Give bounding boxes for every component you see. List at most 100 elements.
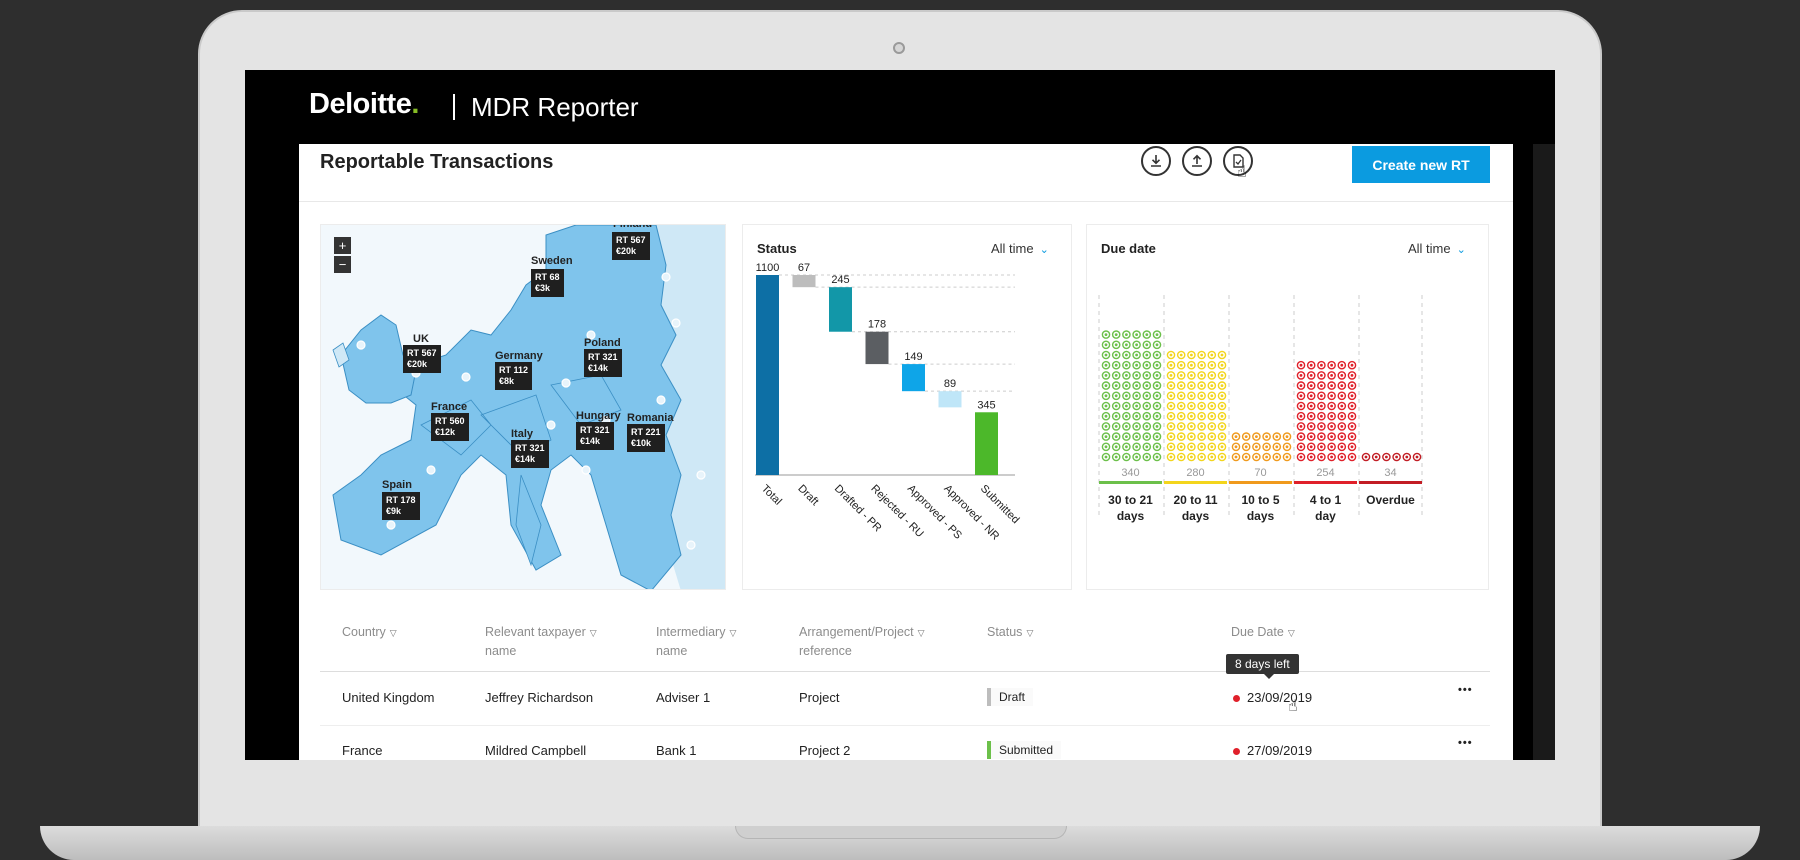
due-dot <box>1166 422 1176 431</box>
status-bar-4[interactable] <box>902 364 925 392</box>
status-bar-3[interactable] <box>865 331 889 365</box>
due-dot <box>1296 401 1306 411</box>
due-dot-core <box>1330 374 1333 377</box>
column-header-2[interactable]: Intermediary ▽ name <box>656 623 736 660</box>
due-dot-core <box>1200 353 1203 357</box>
cell-intermediary: Bank 1 <box>656 743 697 758</box>
map-rt-badge-uk[interactable]: RT 567 €20k <box>403 345 441 373</box>
due-dot <box>1176 422 1186 431</box>
map-rt-badge-italy[interactable]: RT 321 €14k <box>511 440 549 468</box>
due-dot <box>1296 452 1306 462</box>
filter-icon[interactable]: ▽ <box>729 628 737 638</box>
map-rt-badge-sweden[interactable]: RT 68 €3k <box>531 269 564 297</box>
due-category-bar-1[interactable] <box>1164 481 1227 484</box>
due-dot <box>1122 401 1131 411</box>
due-dot <box>1132 432 1141 441</box>
due-dot-core <box>1104 414 1108 418</box>
due-dot <box>1166 442 1176 452</box>
due-dot-core <box>1309 404 1313 408</box>
map-rt-badge-poland[interactable]: RT 321 €14k <box>584 349 622 377</box>
status-bar-1[interactable] <box>792 275 816 288</box>
europe-map[interactable] <box>321 225 726 590</box>
map-rt-badge-spain[interactable]: RT 178 €9k <box>382 492 420 520</box>
zoom-out-button[interactable]: − <box>334 256 351 273</box>
due-category-bar-0[interactable] <box>1099 481 1162 484</box>
due-dot <box>1207 442 1217 452</box>
due-dot-core <box>1255 455 1258 459</box>
zoom-in-button[interactable]: + <box>334 237 351 254</box>
due-dot-core <box>1179 445 1183 449</box>
due-date-time-filter[interactable]: All time ⌄ <box>1408 241 1466 256</box>
map-rt-badge-germany[interactable]: RT 112 €8k <box>495 362 533 390</box>
due-dot <box>1197 350 1206 360</box>
row-more-menu-button[interactable]: ••• <box>1458 684 1473 696</box>
export-report-button[interactable] <box>1223 146 1253 176</box>
upload-button[interactable] <box>1182 146 1212 176</box>
due-category-bar-2[interactable] <box>1229 481 1292 484</box>
europe-map-card[interactable]: + − UK RT 567 €20k Sweden RT 68 €3k Finland RT … <box>320 224 726 590</box>
filter-icon[interactable]: ▽ <box>389 628 397 638</box>
due-dot-core <box>1104 333 1108 336</box>
cell-due-date[interactable]: 23/09/2019 <box>1247 690 1313 705</box>
due-dot <box>1296 422 1306 431</box>
due-dot-core <box>1155 343 1159 347</box>
due-dot-core <box>1350 394 1354 398</box>
create-new-rt-button[interactable]: Create new RT <box>1352 146 1490 183</box>
due-dot-core <box>1350 363 1354 367</box>
filter-icon[interactable]: ▽ <box>589 628 597 638</box>
due-dot-core <box>1145 445 1149 449</box>
hand-cursor-icon: ☝ <box>1237 164 1247 181</box>
due-dot <box>1132 340 1141 350</box>
filter-icon[interactable]: ▽ <box>917 628 925 638</box>
column-header-0[interactable]: Country ▽ <box>342 623 397 642</box>
map-rt-badge-france[interactable]: RT 560 €12k <box>431 413 469 441</box>
due-dot-core <box>1155 445 1159 449</box>
download-button[interactable] <box>1141 146 1171 176</box>
status-bar-0[interactable] <box>756 275 779 475</box>
cell-due-date[interactable]: 27/09/2019 <box>1247 743 1313 758</box>
due-dot-core <box>1275 435 1279 438</box>
due-dot-core <box>1135 333 1138 336</box>
due-dot <box>1337 381 1347 390</box>
due-category-bar-4[interactable] <box>1359 481 1422 484</box>
due-dot <box>1111 452 1121 462</box>
map-rt-badge-hungary[interactable]: RT 321 €14k <box>576 422 614 450</box>
column-header-4[interactable]: Status ▽ <box>987 623 1033 642</box>
due-dot-core <box>1114 455 1118 459</box>
due-dot-core <box>1104 343 1108 347</box>
due-dot <box>1197 432 1206 441</box>
due-dot <box>1327 371 1336 380</box>
rt-count: RT 321 <box>588 352 618 362</box>
due-dot <box>1152 422 1162 431</box>
due-dot <box>1142 422 1152 431</box>
due-dot <box>1231 442 1241 452</box>
filter-icon[interactable]: ▽ <box>1287 628 1295 638</box>
due-category-label: 20 to 11 <box>1173 493 1217 507</box>
due-dot-core <box>1200 425 1203 428</box>
column-header-3[interactable]: Arrangement/Project ▽ reference <box>799 623 925 660</box>
due-dot-core <box>1320 384 1323 387</box>
map-rt-badge-romania[interactable]: RT 221 €10k <box>627 424 665 452</box>
status-time-filter[interactable]: All time ⌄ <box>991 241 1049 256</box>
header-divider <box>453 94 455 120</box>
filter-icon[interactable]: ▽ <box>1026 628 1034 638</box>
column-header-1[interactable]: Relevant taxpayer ▽ name <box>485 623 597 660</box>
due-dot <box>1327 422 1336 431</box>
column-header-5[interactable]: Due Date ▽ <box>1231 623 1295 642</box>
map-rt-badge-finland[interactable]: RT 567 €20k <box>612 232 650 260</box>
map-country-label-germany: Germany <box>495 350 543 362</box>
status-value-label: 178 <box>868 319 886 331</box>
due-dot-core <box>1200 374 1203 377</box>
status-bar-5[interactable] <box>938 391 962 408</box>
due-dot-core <box>1135 394 1138 398</box>
due-dot-core <box>1299 384 1303 387</box>
status-bar-6[interactable] <box>975 412 998 475</box>
scrollbar[interactable] <box>1533 144 1555 760</box>
due-dot <box>1111 391 1121 401</box>
rt-count: RT 221 <box>631 427 661 437</box>
status-chart-title: Status <box>757 241 797 256</box>
status-bar-2[interactable] <box>829 287 852 332</box>
due-dot-core <box>1114 333 1118 336</box>
row-more-menu-button[interactable]: ••• <box>1458 737 1473 749</box>
due-category-bar-3[interactable] <box>1294 481 1357 484</box>
